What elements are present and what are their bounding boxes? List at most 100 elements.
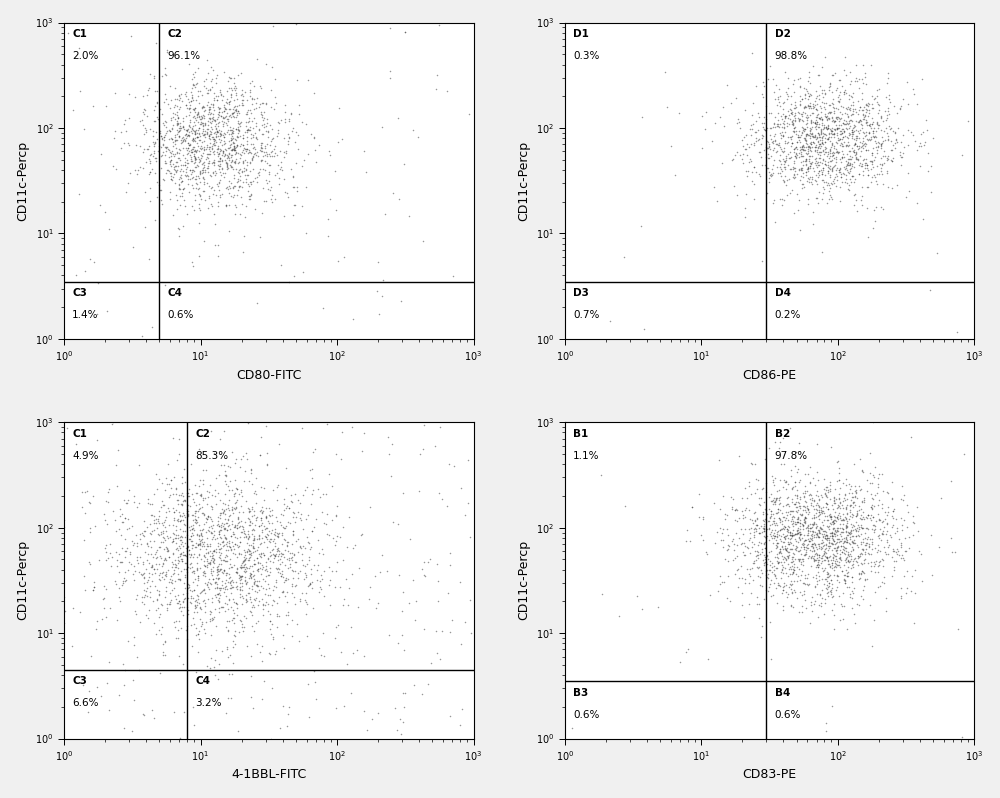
Point bbox=[767, 523, 783, 536]
Point bbox=[277, 543, 293, 556]
Point bbox=[193, 534, 209, 547]
Point bbox=[758, 476, 774, 489]
Point bbox=[341, 581, 357, 594]
Point bbox=[224, 581, 240, 594]
Point bbox=[213, 532, 229, 545]
Point bbox=[729, 146, 745, 159]
Point bbox=[159, 602, 175, 614]
Point bbox=[783, 563, 799, 575]
Point bbox=[224, 127, 240, 140]
Point bbox=[146, 711, 162, 724]
Point bbox=[196, 584, 212, 597]
Point bbox=[216, 127, 232, 140]
Point bbox=[866, 204, 882, 217]
Point bbox=[807, 129, 823, 142]
Point bbox=[774, 540, 790, 553]
Point bbox=[269, 545, 285, 558]
Point bbox=[878, 604, 894, 617]
Point bbox=[173, 122, 189, 135]
Point bbox=[217, 530, 233, 543]
Point bbox=[792, 98, 808, 111]
Point bbox=[262, 509, 278, 522]
Point bbox=[858, 536, 874, 549]
Point bbox=[193, 142, 209, 155]
Point bbox=[794, 143, 810, 156]
Point bbox=[811, 137, 827, 150]
Point bbox=[772, 127, 788, 140]
Point bbox=[820, 590, 836, 602]
Point bbox=[185, 124, 201, 136]
Point bbox=[131, 496, 147, 509]
Point bbox=[190, 170, 206, 183]
Point bbox=[185, 612, 201, 625]
Point bbox=[210, 673, 226, 685]
Point bbox=[157, 115, 173, 128]
Point bbox=[818, 500, 834, 513]
Point bbox=[168, 537, 184, 550]
Point bbox=[213, 109, 229, 122]
Point bbox=[795, 500, 811, 512]
Point bbox=[225, 634, 241, 647]
Point bbox=[221, 147, 237, 160]
Point bbox=[165, 547, 181, 560]
Point bbox=[212, 145, 228, 158]
Point bbox=[794, 178, 810, 191]
Point bbox=[205, 108, 221, 120]
Point bbox=[104, 551, 120, 564]
Point bbox=[801, 175, 817, 188]
Point bbox=[226, 144, 242, 156]
Point bbox=[827, 496, 843, 509]
Point bbox=[256, 549, 272, 562]
Point bbox=[809, 109, 825, 121]
Point bbox=[152, 184, 168, 196]
Point bbox=[808, 120, 824, 132]
Point bbox=[208, 591, 224, 604]
Point bbox=[263, 549, 279, 562]
Point bbox=[837, 106, 853, 119]
Point bbox=[796, 180, 812, 193]
Point bbox=[217, 475, 233, 488]
Point bbox=[801, 172, 817, 185]
Point bbox=[800, 579, 816, 591]
Point bbox=[137, 186, 153, 199]
Point bbox=[216, 116, 232, 128]
Point bbox=[203, 425, 219, 437]
Point bbox=[268, 97, 284, 109]
Point bbox=[869, 144, 885, 156]
Point bbox=[232, 163, 248, 176]
Point bbox=[837, 84, 853, 97]
Point bbox=[224, 124, 240, 136]
Point bbox=[192, 85, 208, 97]
Point bbox=[245, 523, 261, 535]
Point bbox=[187, 127, 203, 140]
Point bbox=[863, 132, 879, 145]
Point bbox=[187, 144, 203, 156]
X-axis label: CD86-PE: CD86-PE bbox=[742, 369, 797, 381]
Point bbox=[736, 131, 752, 144]
Point bbox=[756, 523, 772, 535]
Point bbox=[856, 492, 872, 504]
Point bbox=[827, 506, 843, 519]
Point bbox=[193, 148, 209, 161]
Point bbox=[196, 594, 212, 606]
Point bbox=[251, 101, 267, 113]
Point bbox=[197, 567, 213, 579]
Point bbox=[169, 193, 185, 206]
Point bbox=[817, 545, 833, 558]
Point bbox=[812, 112, 828, 124]
Point bbox=[851, 127, 867, 140]
Point bbox=[777, 540, 793, 553]
Point bbox=[199, 561, 215, 574]
Point bbox=[234, 584, 250, 597]
Point bbox=[128, 528, 144, 541]
Point bbox=[171, 223, 187, 235]
Point bbox=[167, 531, 183, 544]
Point bbox=[786, 564, 802, 577]
Point bbox=[218, 200, 234, 212]
Point bbox=[905, 83, 921, 96]
Point bbox=[795, 520, 811, 533]
Point bbox=[849, 132, 865, 144]
Point bbox=[895, 147, 911, 160]
Point bbox=[824, 578, 840, 591]
Point bbox=[201, 155, 217, 168]
